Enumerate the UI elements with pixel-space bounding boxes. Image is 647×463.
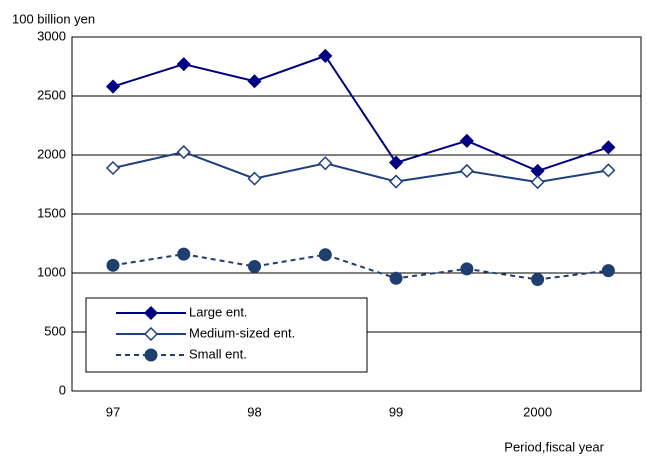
- marker: [389, 155, 404, 170]
- y-axis-label: 100 billion yen: [12, 11, 95, 26]
- series-line: [112, 54, 609, 172]
- marker: [247, 171, 262, 186]
- x-tick-label: 99: [389, 404, 403, 419]
- y-tick-label: 2500: [37, 87, 66, 102]
- marker: [105, 79, 121, 94]
- marker: [176, 144, 191, 160]
- marker: [318, 48, 333, 63]
- marker: [531, 272, 545, 286]
- marker: [389, 174, 404, 189]
- y-tick-label: 3000: [37, 28, 66, 43]
- marker: [106, 258, 120, 272]
- marker: [176, 57, 191, 72]
- legend-marker: [144, 348, 158, 362]
- marker: [601, 140, 616, 155]
- series-line: [112, 151, 609, 184]
- y-tick-label: 0: [59, 382, 66, 397]
- marker: [318, 156, 333, 171]
- x-tick-label: 97: [106, 404, 120, 419]
- marker: [318, 248, 332, 262]
- legend-label: Medium-sized ent.: [189, 325, 295, 340]
- marker: [601, 163, 616, 178]
- marker: [459, 163, 474, 178]
- y-tick-label: 2000: [37, 146, 66, 161]
- marker: [247, 74, 262, 89]
- y-tick-label: 1000: [37, 264, 66, 279]
- marker: [177, 247, 191, 261]
- x-tick-label: 98: [247, 404, 261, 419]
- x-axis-label: Period,fiscal year: [504, 439, 604, 454]
- y-tick-label: 500: [44, 323, 66, 338]
- legend-label: Small ent.: [189, 346, 247, 361]
- marker: [459, 133, 474, 148]
- y-tick-label: 1500: [37, 205, 66, 220]
- marker: [601, 264, 615, 278]
- legend-marker: [143, 326, 159, 342]
- marker: [460, 262, 474, 276]
- marker: [105, 160, 121, 176]
- legend-marker: [143, 305, 159, 321]
- marker: [248, 260, 262, 274]
- series-line: [112, 253, 609, 281]
- marker: [530, 175, 545, 190]
- legend-label: Large ent.: [189, 304, 248, 319]
- x-tick-label: 2000: [523, 404, 552, 419]
- marker: [389, 271, 403, 285]
